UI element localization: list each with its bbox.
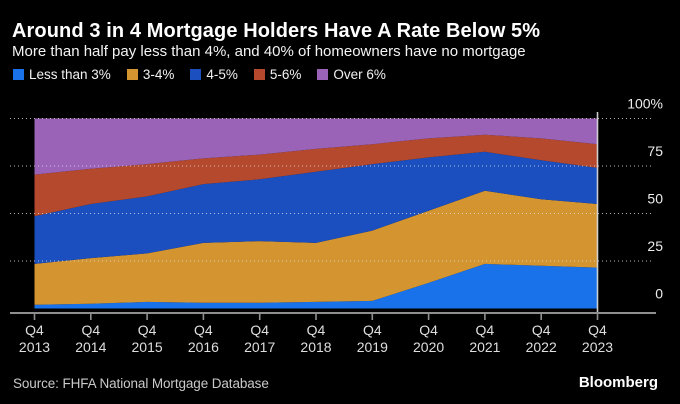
legend-label: 5-6%: [269, 67, 302, 82]
bloomberg-logo: Bloomberg: [578, 374, 658, 391]
x-axis-label-quarter: Q4: [194, 322, 213, 338]
y-axis-label-75: 75: [647, 143, 663, 159]
legend-label: Less than 3%: [29, 67, 111, 82]
x-axis-label-year: 2014: [75, 339, 106, 355]
x-axis-label-quarter: Q4: [419, 322, 438, 338]
x-axis-label-year: 2018: [300, 339, 331, 355]
legend-item-4-5: 4-5%: [190, 67, 238, 82]
legend-item-over-6: Over 6%: [317, 67, 386, 82]
x-axis-label-year: 2015: [132, 339, 163, 355]
x-axis-label-year: 2013: [19, 339, 50, 355]
area-series-2: [34, 151, 598, 264]
legend-item-5-6: 5-6%: [253, 67, 302, 82]
x-axis-label-quarter: Q4: [25, 322, 44, 338]
x-axis-label-quarter: Q4: [81, 322, 100, 338]
x-axis-label-quarter: Q4: [138, 322, 157, 338]
x-axis-label-year: 2022: [526, 339, 557, 355]
y-axis-label-25: 25: [647, 238, 663, 254]
area-series-3: [34, 134, 598, 217]
legend-swatch-icon: [253, 69, 265, 80]
x-axis-label-year: 2020: [413, 339, 444, 355]
area-series-1: [34, 190, 598, 305]
area-series-4: [34, 118, 598, 175]
legend-item-less-than-3: Less than 3%: [13, 67, 111, 82]
x-axis-label-year: 2017: [244, 339, 275, 355]
x-axis-label-year: 2019: [357, 339, 388, 355]
x-axis-label-quarter: Q4: [588, 322, 607, 338]
legend-swatch-icon: [190, 69, 202, 80]
area-series-0: [34, 263, 598, 309]
x-axis-label-quarter: Q4: [363, 322, 382, 338]
legend-swatch-icon: [126, 69, 138, 80]
chart-title: Around 3 in 4 Mortgage Holders Have A Ra…: [12, 20, 541, 42]
x-axis-label-year: 2021: [469, 339, 500, 355]
x-axis-label-quarter: Q4: [532, 322, 551, 338]
y-axis-label-0: 0: [655, 286, 663, 302]
x-axis-label-quarter: Q4: [250, 322, 269, 338]
legend-swatch-icon: [13, 69, 24, 80]
legend-item-3-4: 3-4%: [126, 67, 175, 82]
legend-label: Over 6%: [333, 67, 386, 82]
y-axis-label-100: 100%: [627, 96, 663, 112]
x-axis-label-year: 2023: [582, 339, 613, 355]
chart-subtitle: More than half pay less than 4%, and 40%…: [12, 43, 526, 60]
x-axis-label-quarter: Q4: [476, 322, 495, 338]
x-axis-label-year: 2016: [188, 339, 219, 355]
legend-label: 4-5%: [206, 67, 238, 82]
source-note: Source: FHFA National Mortgage Database: [13, 376, 269, 391]
y-axis-label-50: 50: [647, 191, 663, 207]
legend-swatch-icon: [317, 69, 329, 80]
x-axis-label-quarter: Q4: [307, 322, 326, 338]
legend-label: 3-4%: [142, 67, 175, 82]
chart-legend: Less than 3% 3-4% 4-5% 5-6% Over 6%: [13, 67, 386, 82]
